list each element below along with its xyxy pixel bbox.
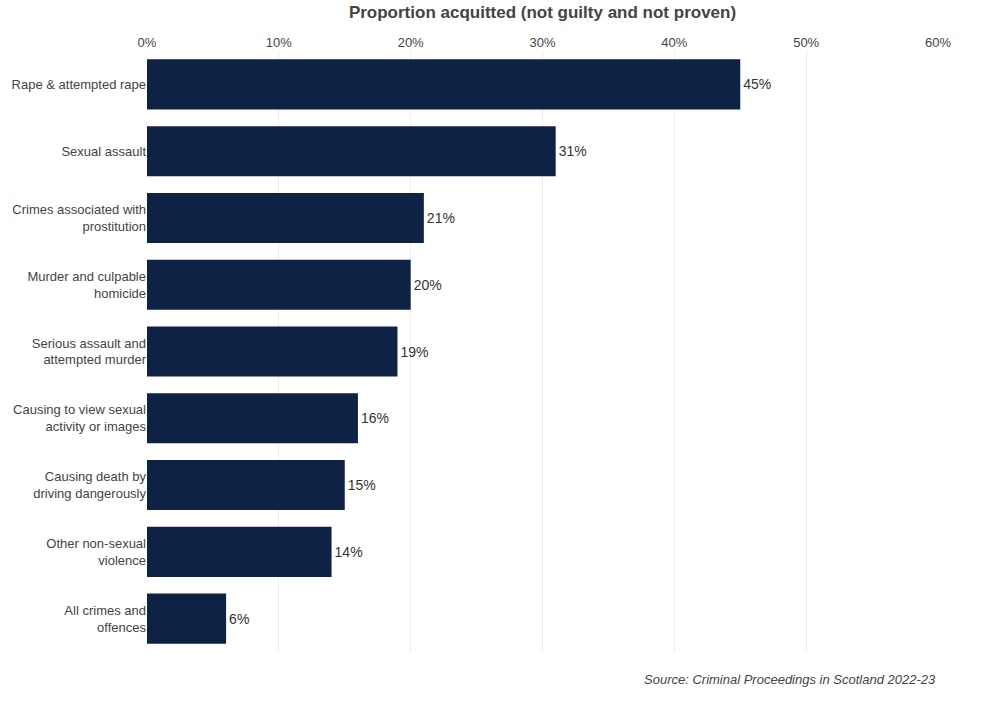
svg-text:0%: 0% [138, 35, 157, 50]
svg-text:10%: 10% [266, 35, 292, 50]
svg-text:Sexual assault: Sexual assault [61, 144, 146, 159]
svg-text:14%: 14% [335, 544, 363, 560]
svg-text:15%: 15% [348, 477, 376, 493]
svg-text:Crimes associated withprostitu: Crimes associated withprostitution [12, 202, 146, 234]
svg-text:45%: 45% [743, 76, 771, 92]
svg-text:60%: 60% [925, 35, 951, 50]
svg-text:30%: 30% [529, 35, 555, 50]
svg-text:20%: 20% [398, 35, 424, 50]
svg-text:Serious assault andattempted m: Serious assault andattempted murder [32, 336, 147, 368]
svg-text:Murder and culpablehomicide: Murder and culpablehomicide [27, 269, 146, 301]
svg-text:20%: 20% [414, 277, 442, 293]
svg-text:31%: 31% [559, 143, 587, 159]
svg-text:21%: 21% [427, 210, 455, 226]
svg-text:16%: 16% [361, 410, 389, 426]
svg-text:50%: 50% [793, 35, 819, 50]
svg-text:Proportion acquitted (not guil: Proportion acquitted (not guilty and not… [349, 3, 736, 22]
svg-text:Rape & attempted rape: Rape & attempted rape [12, 77, 146, 92]
svg-text:Causing to view sexualactivity: Causing to view sexualactivity or images [13, 402, 146, 434]
svg-text:40%: 40% [661, 35, 687, 50]
svg-text:6%: 6% [229, 611, 249, 627]
svg-text:Other non-sexualviolence: Other non-sexualviolence [46, 536, 146, 568]
svg-text:All crimes andoffences: All crimes andoffences [64, 603, 146, 635]
svg-text:Source: Criminal Proceedings i: Source: Criminal Proceedings in Scotland… [644, 672, 936, 687]
svg-text:19%: 19% [400, 344, 428, 360]
svg-text:Causing death bydriving danger: Causing death bydriving dangerously [33, 469, 146, 501]
